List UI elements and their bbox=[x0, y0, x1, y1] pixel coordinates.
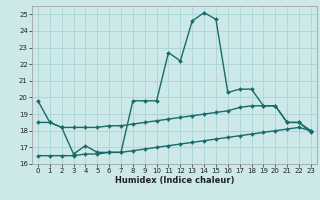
X-axis label: Humidex (Indice chaleur): Humidex (Indice chaleur) bbox=[115, 176, 234, 185]
